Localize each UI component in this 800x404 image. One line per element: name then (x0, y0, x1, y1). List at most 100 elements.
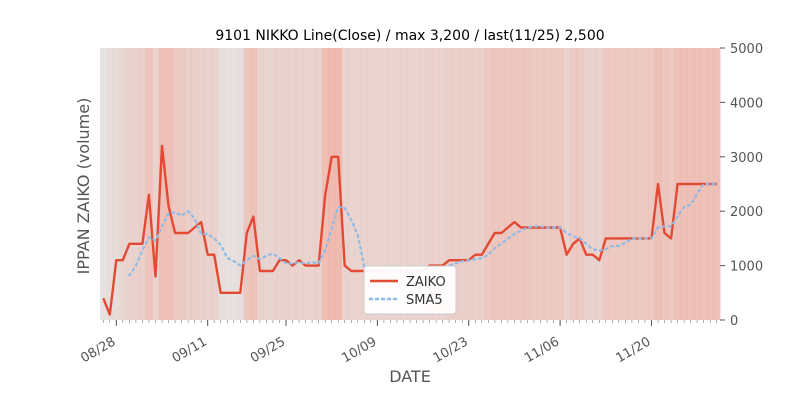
volume-band (126, 48, 134, 320)
volume-band (413, 48, 421, 320)
volume-band (106, 48, 114, 320)
volume-band (334, 48, 342, 320)
y-tick-label: 4000 (730, 96, 763, 111)
volume-band (158, 48, 166, 320)
volume-band (491, 48, 499, 320)
volume-band (191, 48, 199, 320)
volume-band (602, 48, 610, 320)
volume-band (361, 48, 369, 320)
volume-band (452, 48, 460, 320)
volume-band (302, 48, 310, 320)
volume-band (348, 48, 356, 320)
volume-band (119, 48, 127, 320)
volume-band (517, 48, 525, 320)
volume-band (537, 48, 545, 320)
volume-band (582, 48, 590, 320)
volume-band (132, 48, 140, 320)
background-bands (100, 48, 721, 320)
volume-band (380, 48, 388, 320)
volume-band (498, 48, 506, 320)
volume-band (393, 48, 401, 320)
volume-band (315, 48, 323, 320)
volume-band (667, 48, 675, 320)
legend: ZAIKO SMA5 (363, 265, 457, 315)
volume-band (426, 48, 434, 320)
volume-band (178, 48, 186, 320)
volume-band (472, 48, 480, 320)
volume-band (321, 48, 329, 320)
volume-band (485, 48, 493, 320)
volume-band (295, 48, 303, 320)
volume-band (197, 48, 205, 320)
volume-band (589, 48, 597, 320)
volume-band (504, 48, 512, 320)
volume-band (367, 48, 375, 320)
volume-band (341, 48, 349, 320)
volume-band (250, 48, 258, 320)
legend-label-sma5: SMA5 (406, 293, 443, 308)
volume-band (556, 48, 564, 320)
volume-band (569, 48, 577, 320)
volume-band (478, 48, 486, 320)
legend-label-zaiko: ZAIKO (406, 275, 446, 290)
volume-band (563, 48, 571, 320)
volume-band (445, 48, 453, 320)
volume-band (171, 48, 179, 320)
x-axis-label: DATE (389, 367, 431, 386)
volume-band (204, 48, 212, 320)
volume-band (419, 48, 427, 320)
volume-band (543, 48, 551, 320)
volume-band (524, 48, 532, 320)
y-axis-label: IPPAN ZAIKO (volume) (74, 98, 93, 275)
volume-band (439, 48, 447, 320)
volume-band (165, 48, 173, 320)
volume-band (432, 48, 440, 320)
volume-band (256, 48, 264, 320)
volume-band (217, 48, 225, 320)
volume-band (276, 48, 284, 320)
volume-band (406, 48, 414, 320)
legend-box (363, 265, 457, 315)
y-tick-label: 5000 (730, 42, 763, 57)
volume-band (374, 48, 382, 320)
volume-band (641, 48, 649, 320)
volume-band (289, 48, 297, 320)
y-tick-label: 3000 (730, 151, 763, 166)
volume-band (100, 48, 108, 320)
volume-band (465, 48, 473, 320)
volume-band (230, 48, 238, 320)
volume-band (184, 48, 192, 320)
volume-band (243, 48, 251, 320)
volume-band (328, 48, 336, 320)
volume-band (648, 48, 656, 320)
y-tick-label: 2000 (730, 205, 763, 220)
volume-band (400, 48, 408, 320)
volume-band (511, 48, 519, 320)
volume-band (282, 48, 290, 320)
y-tick-label: 0 (730, 314, 738, 329)
volume-band (530, 48, 538, 320)
volume-band (713, 48, 721, 320)
volume-band (113, 48, 121, 320)
y-axis: 0 1000 2000 3000 4000 5000 (720, 42, 763, 329)
volume-band (237, 48, 245, 320)
volume-band (308, 48, 316, 320)
volume-band (458, 48, 466, 320)
volume-band (550, 48, 558, 320)
volume-band (263, 48, 271, 320)
volume-band (152, 48, 160, 320)
volume-band (609, 48, 617, 320)
volume-band (635, 48, 643, 320)
volume-band (661, 48, 669, 320)
volume-band (576, 48, 584, 320)
volume-band (269, 48, 277, 320)
volume-band (139, 48, 147, 320)
volume-band (224, 48, 232, 320)
volume-band (210, 48, 218, 320)
volume-band (354, 48, 362, 320)
volume-band (615, 48, 623, 320)
volume-band (387, 48, 395, 320)
chart-title: 9101 NIKKO Line(Close) / max 3,200 / las… (215, 28, 604, 44)
